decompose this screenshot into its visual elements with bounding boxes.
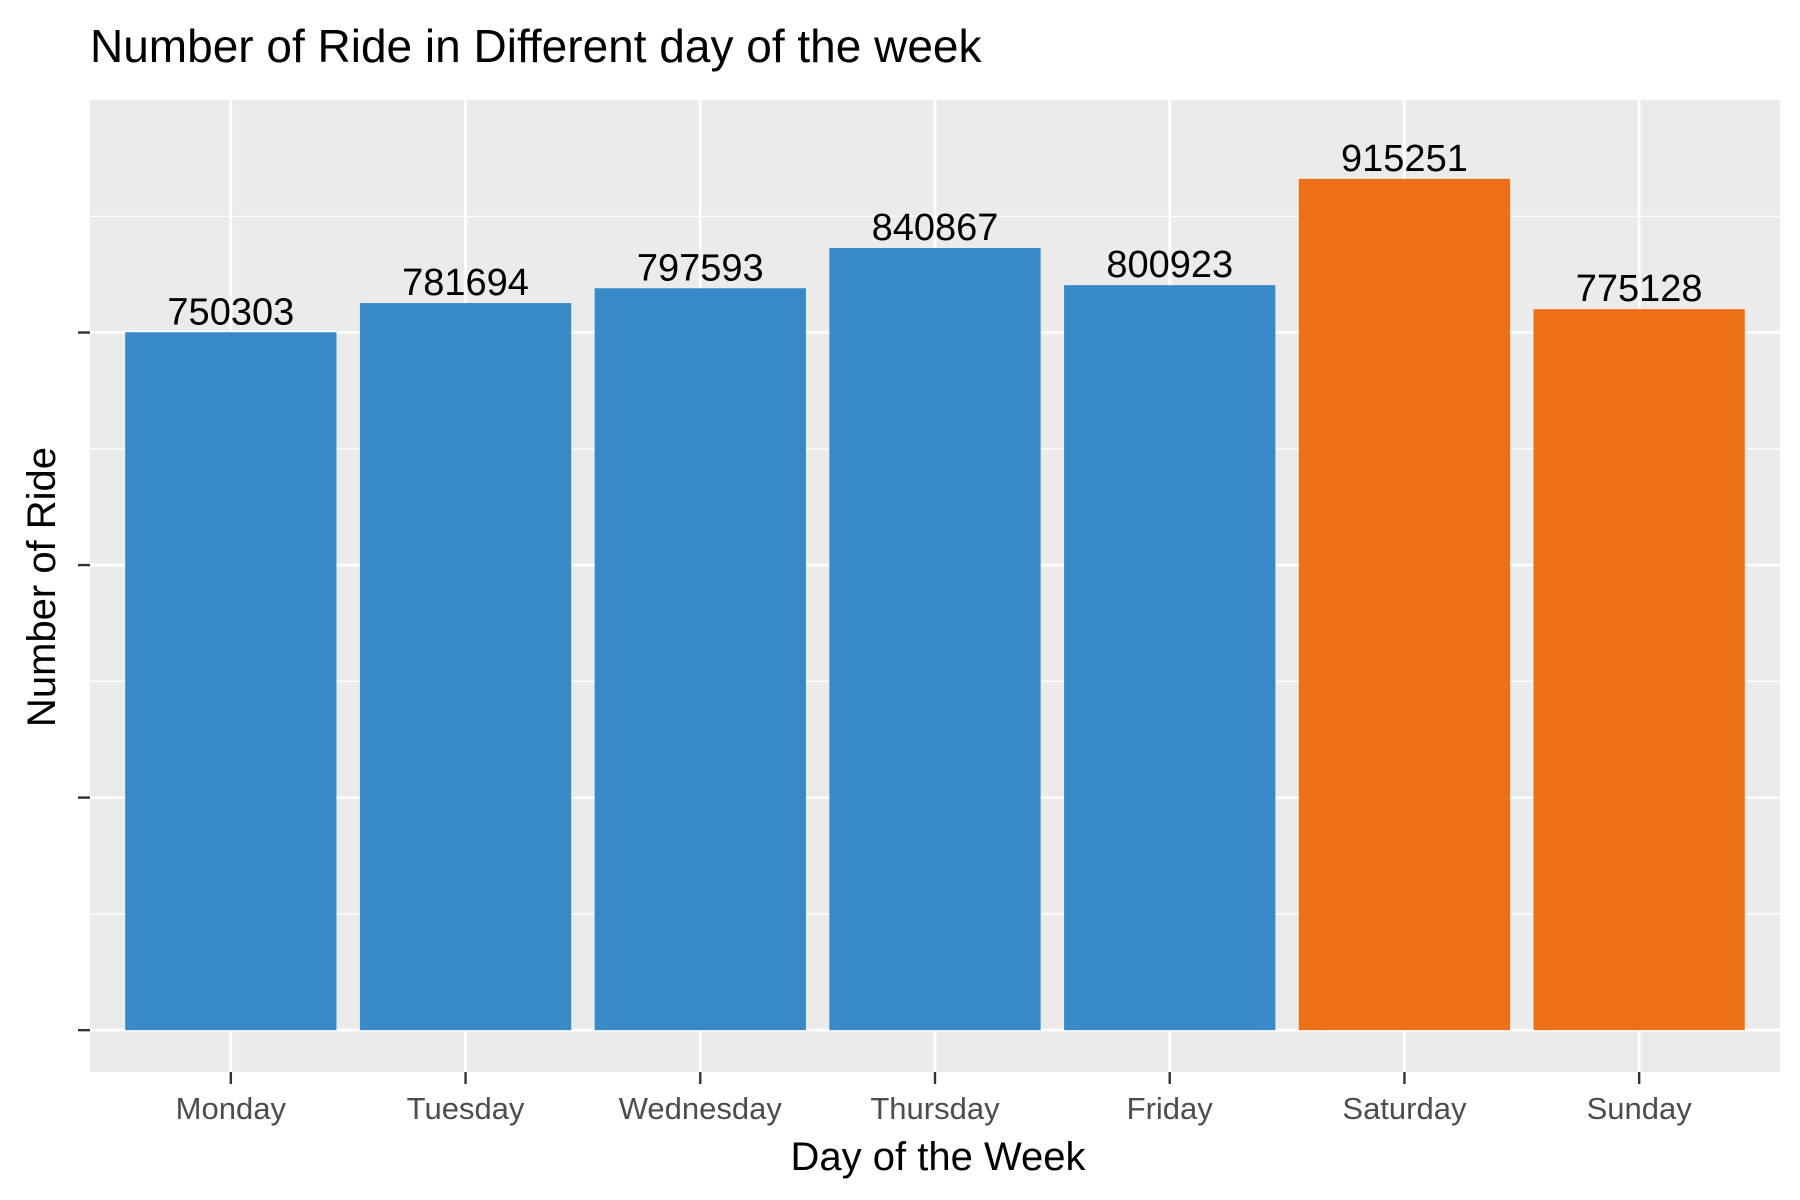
bar-saturday — [1298, 178, 1511, 1031]
bar-tuesday — [359, 303, 572, 1031]
x-tick-label-wednesday: Wednesday — [619, 1091, 783, 1126]
bar-friday — [1064, 285, 1276, 1031]
bar-wednesday — [594, 288, 806, 1031]
x-axis-tick-labels: Monday Tuesday Wednesday Thursday Friday Satu… — [176, 1091, 1693, 1126]
bar-thursday — [829, 248, 1041, 1031]
x-axis-title: Day of the Week — [791, 1135, 1087, 1179]
data-label-saturday: 915251 — [1341, 138, 1468, 180]
x-axis-ticks — [229, 1072, 1641, 1084]
x-tick-label-saturday: Saturday — [1342, 1091, 1467, 1126]
bar-sunday — [1533, 309, 1745, 1031]
data-label-sunday: 775128 — [1576, 268, 1703, 310]
chart-title: Number of Ride in Different day of the w… — [90, 20, 982, 72]
x-tick-label-tuesday: Tuesday — [407, 1091, 525, 1126]
x-tick-label-thursday: Thursday — [870, 1091, 1000, 1126]
bars — [125, 178, 1745, 1031]
data-label-tuesday: 781694 — [402, 262, 529, 304]
x-tick-label-sunday: Sunday — [1587, 1091, 1693, 1126]
bar-monday — [125, 332, 337, 1031]
x-tick-label-friday: Friday — [1127, 1091, 1214, 1126]
data-label-thursday: 840867 — [872, 207, 999, 249]
x-tick-label-monday: Monday — [176, 1091, 287, 1126]
data-label-friday: 800923 — [1106, 244, 1233, 286]
data-label-wednesday: 797593 — [637, 247, 764, 289]
y-axis-ticks — [78, 331, 90, 1032]
data-label-monday: 750303 — [167, 291, 294, 333]
data-labels: 750303 781694 797593 840867 800923 915251 7751… — [167, 138, 1702, 333]
y-axis-title: Number of Ride — [20, 447, 64, 727]
